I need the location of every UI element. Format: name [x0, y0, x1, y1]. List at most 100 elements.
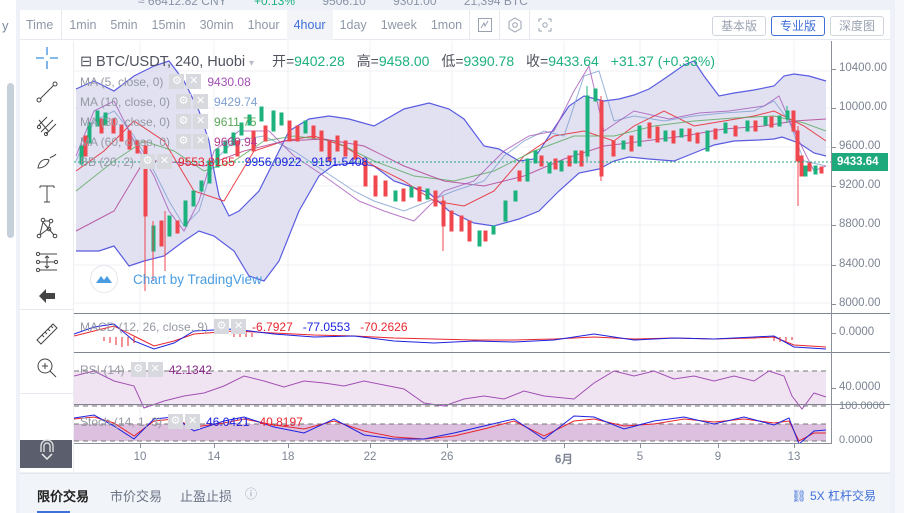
chart-panel: Time 1min 5min 15min 30min 1hour 4hour 1…: [20, 9, 890, 472]
measure-lines-tool[interactable]: [32, 247, 62, 277]
ticker-high: 9506.10: [322, 0, 366, 8]
active-tab-indicator: [37, 511, 70, 513]
pro-version-button[interactable]: 专业版: [770, 16, 825, 36]
symbol-dropdown-icon[interactable]: ▾: [249, 58, 255, 69]
change-value: +31.37 (+0.33%): [610, 53, 715, 69]
interval-1day[interactable]: 1day: [339, 17, 367, 32]
settings-hex-icon: [508, 16, 522, 33]
interval-1hour[interactable]: 1hour: [247, 17, 280, 32]
leverage-icon: ⛓: [791, 489, 807, 503]
magnet-icon: [40, 439, 54, 461]
indicator-icon: [477, 17, 492, 32]
time-axis[interactable]: 10 14 18 22 26 6月 5 9 13: [74, 443, 831, 472]
gear-icon[interactable]: ⚙: [168, 414, 184, 429]
macd-pane-divider[interactable]: [74, 313, 890, 314]
symbol-title[interactable]: BTC/USDT, 240, Huobi: [96, 54, 246, 70]
drawbar-divider-2: [20, 393, 74, 394]
magnet-tool[interactable]: [32, 435, 62, 465]
ticker-volume: 21,394 BTC: [463, 0, 528, 8]
close-icon[interactable]: ✕: [231, 319, 247, 334]
fullscreen-button[interactable]: [529, 9, 559, 40]
gear-icon[interactable]: ⚙: [140, 154, 156, 169]
tradingview-watermark[interactable]: Chart by TradingView: [90, 265, 262, 293]
indicator-rsi[interactable]: RSI (14) ⚙ ✕ 42.1342: [80, 362, 213, 377]
sidebar-glyph: y: [2, 18, 9, 33]
symbol-collapse-icon[interactable]: ⊟: [80, 54, 93, 70]
time-button[interactable]: Time: [20, 9, 63, 40]
close-icon[interactable]: ✕: [193, 94, 209, 109]
basic-version-button[interactable]: 基本版: [711, 16, 766, 36]
brush-tool[interactable]: [32, 145, 62, 175]
drawbar-bottom-panel: [20, 440, 72, 468]
stoch-pane-divider[interactable]: [74, 404, 890, 405]
ticker-change: +0.13%: [253, 0, 296, 8]
left-scrollbar[interactable]: [7, 83, 14, 238]
crosshair-icon: [36, 47, 58, 69]
gear-icon[interactable]: ⚙: [176, 94, 192, 109]
close-icon[interactable]: ✕: [186, 74, 202, 89]
ruler-tool[interactable]: [32, 319, 62, 349]
text-tool[interactable]: [32, 179, 62, 209]
tab-stop-order[interactable]: 止盈止损: [180, 489, 233, 504]
tab-market-order[interactable]: 市价交易: [110, 489, 163, 504]
interval-1mon[interactable]: 1mon: [430, 17, 463, 32]
gear-icon[interactable]: ⚙: [176, 114, 192, 129]
interval-5min[interactable]: 5min: [110, 17, 138, 32]
pitchfork-tool[interactable]: [32, 111, 62, 141]
rsi-pane-divider[interactable]: [74, 352, 890, 353]
version-switcher: 基本版 专业版 深度图: [711, 16, 884, 36]
price-chart-canvas[interactable]: [74, 41, 831, 444]
indicator-ma60[interactable]: MA (60, close, 0) ⚙ ✕ 9660.94: [80, 134, 258, 149]
gear-icon[interactable]: ⚙: [214, 319, 230, 334]
zoom-in-icon: [37, 358, 57, 378]
pattern-tool[interactable]: [32, 213, 62, 243]
indicator-macd[interactable]: MACD (12, 26, close, 9) ⚙ ✕ -6.7927 -77.0…: [80, 319, 408, 334]
tab-limit-order[interactable]: 限价交易: [37, 489, 90, 504]
back-tool[interactable]: [32, 281, 62, 311]
indicator-stoch[interactable]: Stoch (14, 1, 3) ⚙ ✕ 46.0421 40.8197: [80, 414, 303, 429]
crosshair-tool[interactable]: [32, 43, 62, 73]
close-icon[interactable]: ✕: [147, 362, 163, 377]
pitchfork-icon: [36, 116, 57, 137]
open-value: 9402.28: [294, 53, 345, 69]
close-value: 9433.64: [548, 53, 599, 69]
leverage-link[interactable]: ⛓ 5X 杠杆交易: [791, 489, 876, 503]
gear-icon[interactable]: ⚙: [130, 362, 146, 377]
ticker-cny: ≈ 66412.82 CNY: [138, 0, 227, 8]
chart-settings-button[interactable]: [499, 9, 529, 40]
indicator-ma30[interactable]: MA (30, close, 0) ⚙ ✕ 9611.75: [80, 114, 257, 129]
current-price-tag: 9433.64: [832, 153, 888, 171]
indicator-bb[interactable]: BB (20, 2) ⚙ ✕ 9553.8165 9956.0922 9151.5…: [80, 154, 369, 169]
close-icon[interactable]: ✕: [193, 114, 209, 129]
indicator-ma10[interactable]: MA (10, close, 0) ⚙ ✕ 9429.74: [80, 94, 258, 109]
trend-line-tool[interactable]: [32, 77, 62, 107]
depth-chart-button[interactable]: 深度图: [829, 16, 884, 36]
indicator-button[interactable]: [469, 9, 499, 40]
ticker-strip: ≈ 66412.82 CNY +0.13% 9506.10 9301.00 21…: [20, 0, 904, 8]
left-sidebar-edge: y: [0, 0, 16, 513]
gear-icon[interactable]: ⚙: [176, 134, 192, 149]
interval-4hour[interactable]: 4hour: [286, 9, 333, 40]
ruler-icon: [36, 323, 58, 345]
gear-icon[interactable]: ⚙: [169, 74, 185, 89]
measure-lines-icon: [35, 251, 59, 273]
interval-15min[interactable]: 15min: [151, 17, 186, 32]
indicator-ma5[interactable]: MA (5, close, 0) ⚙ ✕ 9430.08: [80, 74, 251, 89]
interval-1min[interactable]: 1min: [69, 17, 97, 32]
right-scrollbar[interactable]: [895, 0, 904, 513]
info-icon[interactable]: ⓘ: [245, 487, 258, 501]
fullscreen-icon: [538, 18, 552, 31]
drawing-toolbar: [20, 41, 74, 472]
close-icon[interactable]: ✕: [157, 154, 173, 169]
close-icon[interactable]: ✕: [193, 134, 209, 149]
price-axis[interactable]: 10400.00 10000.00 9600.00 9200.00 8800.0…: [831, 41, 890, 444]
drawbar-divider: [20, 309, 74, 310]
close-icon[interactable]: ✕: [185, 414, 201, 429]
low-value: 9390.78: [463, 53, 515, 69]
interval-1week[interactable]: 1week: [380, 17, 417, 32]
interval-30min[interactable]: 30min: [199, 17, 234, 32]
zoom-in-tool[interactable]: [32, 353, 62, 383]
high-value: 9458.00: [378, 53, 430, 69]
ohlc-values: 开=9402.28 高=9458.00 低=9390.78 收=9433.64 …: [271, 53, 715, 69]
